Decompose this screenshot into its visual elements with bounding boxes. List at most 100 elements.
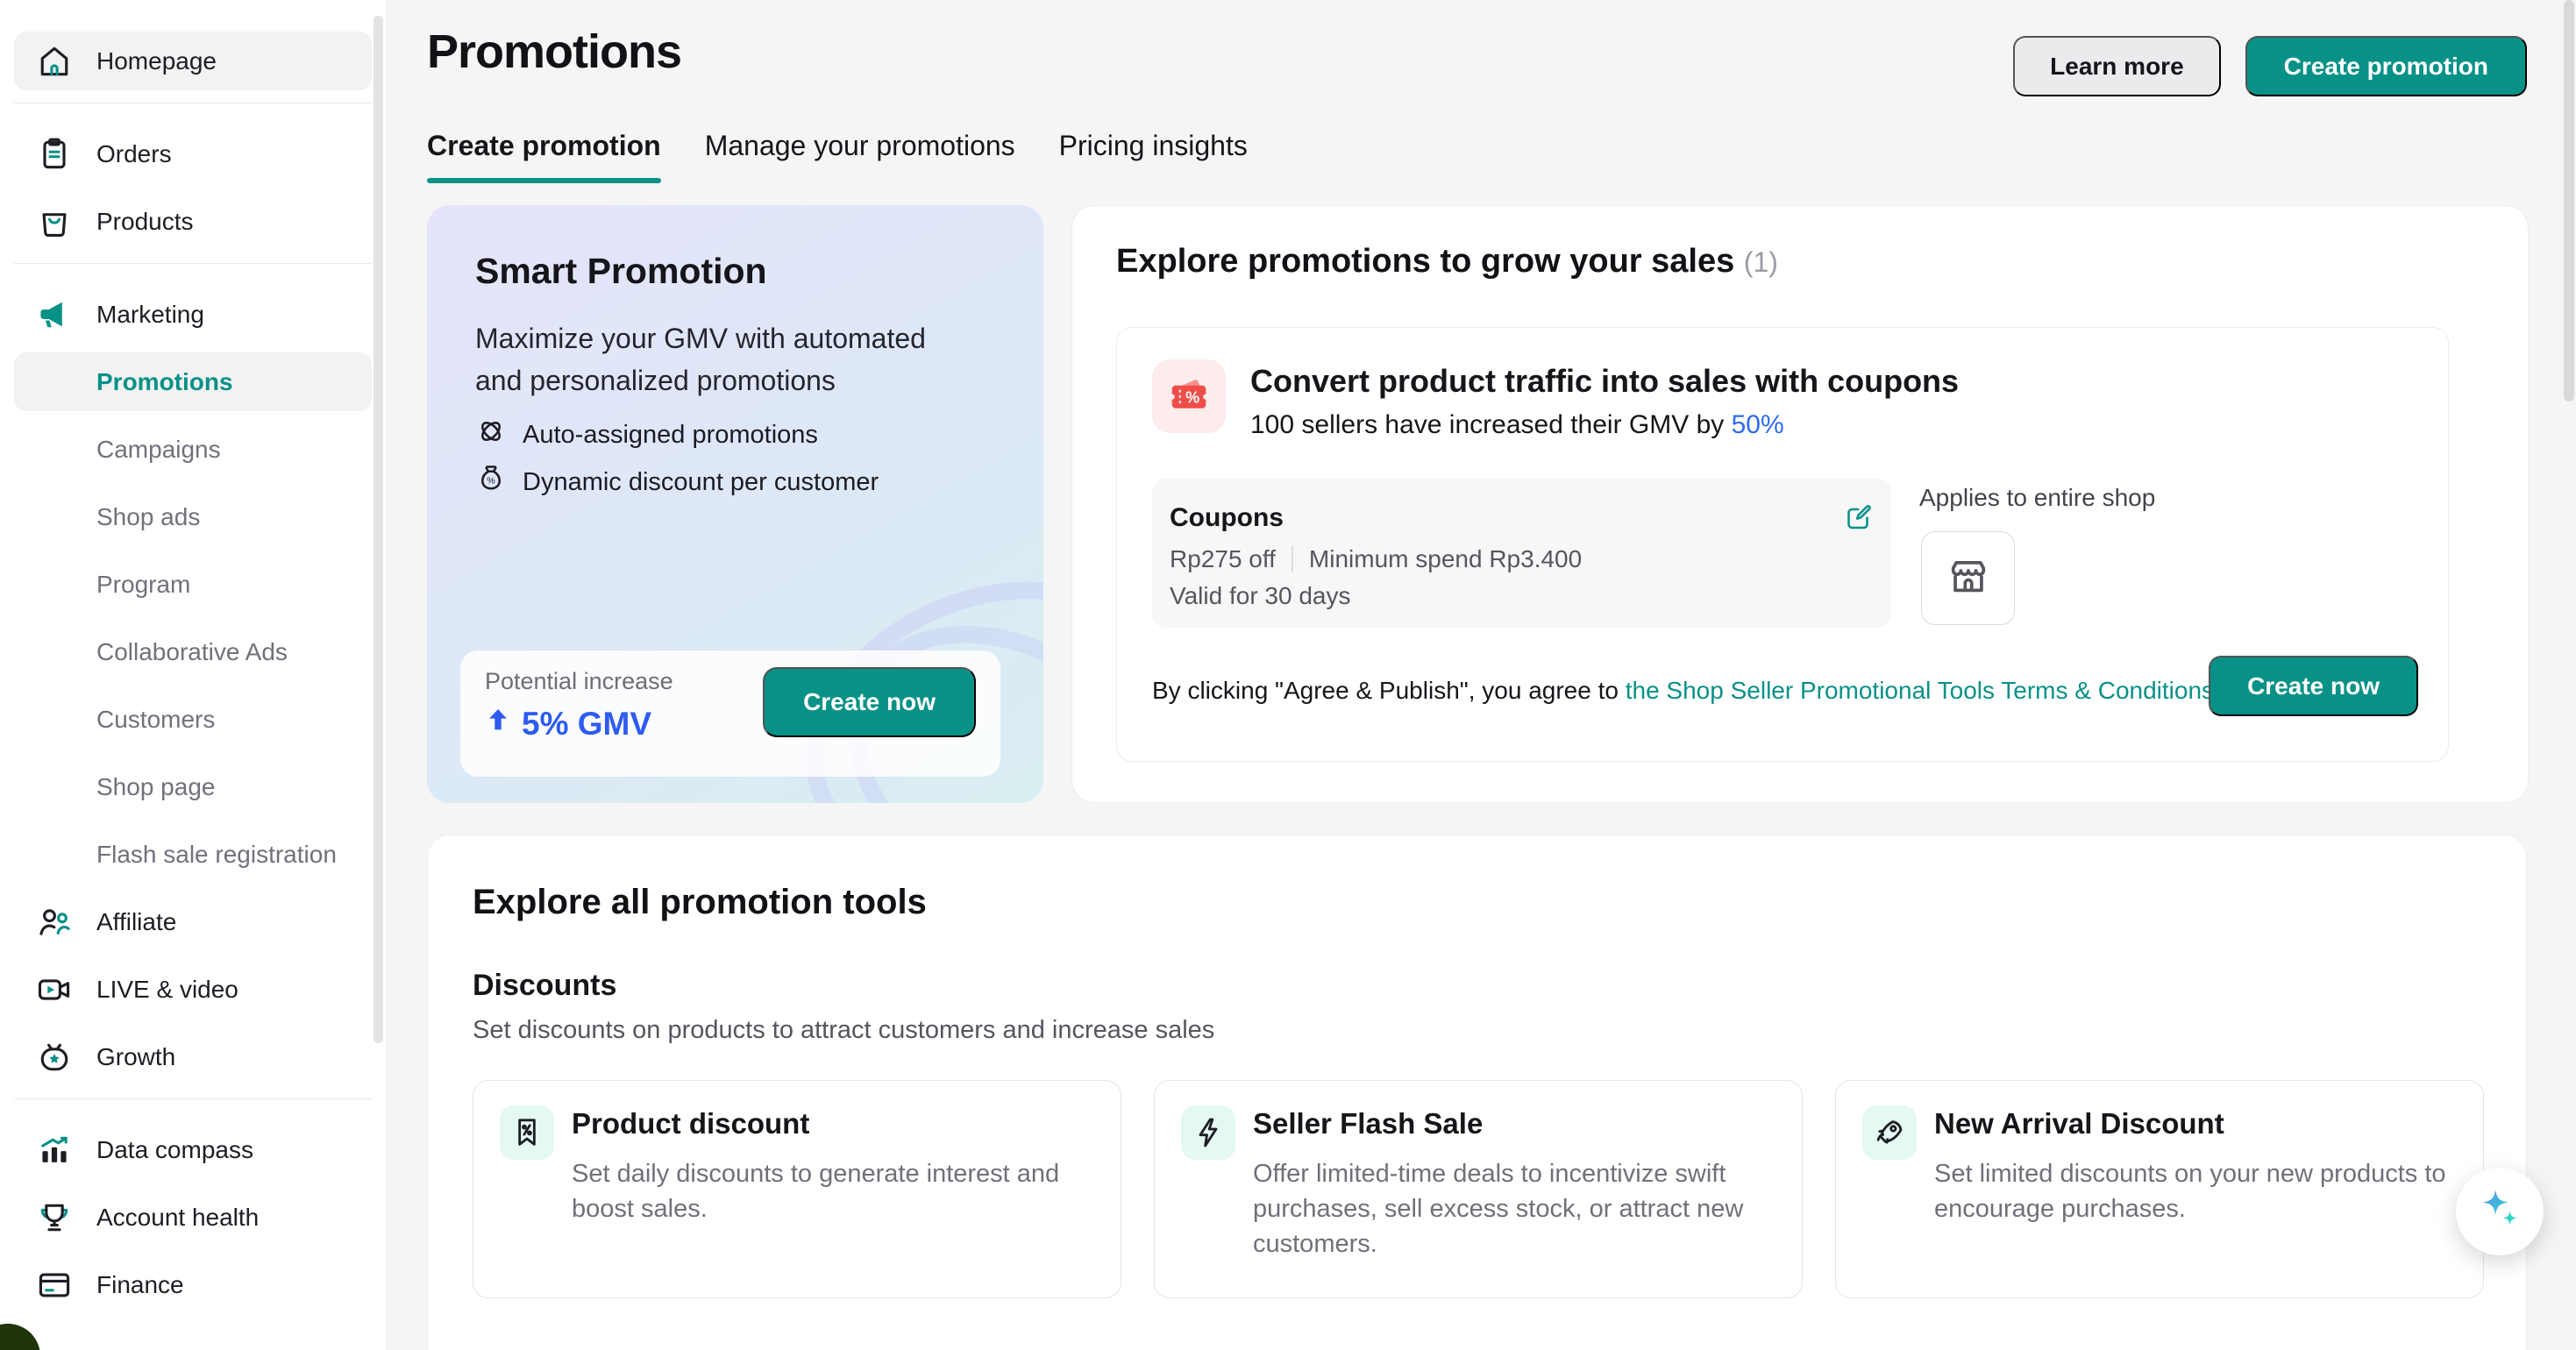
sparkles-icon [2474, 1184, 2525, 1240]
sidebar-item-campaigns[interactable]: Campaigns [14, 420, 372, 479]
sidebar-item-promotions[interactable]: Promotions [14, 352, 372, 411]
feature-label: Dynamic discount per customer [523, 467, 879, 496]
knot-icon [475, 416, 507, 454]
flash-icon [1181, 1105, 1235, 1160]
tab-bar: Create promotion Manage your promotions Pr… [427, 130, 1248, 183]
sidebar-item-products[interactable]: Products [14, 192, 372, 251]
promotion-tools-card: Explore all promotion tools Discounts Se… [427, 835, 2527, 1350]
tool-card-title: Product discount [572, 1107, 810, 1140]
tools-heading: Explore all promotion tools [473, 883, 927, 921]
sidebar: Homepage Orders Products Marketing Promotion… [0, 0, 386, 1350]
tool-card-new-arrival-discount[interactable]: New Arrival Discount Set limited discount… [1835, 1080, 2484, 1298]
sidebar-item-collaborative-ads[interactable]: Collaborative Ads [14, 622, 372, 681]
edit-coupon-icon[interactable] [1842, 501, 1874, 533]
sidebar-item-label: Marketing [96, 300, 204, 328]
agreement-text: By clicking "Agree & Publish", you agree… [1152, 677, 2215, 704]
finance-icon [35, 1266, 74, 1304]
sidebar-item-orders[interactable]: Orders [14, 124, 372, 183]
sidebar-item-account-health[interactable]: Account health [14, 1188, 372, 1247]
tool-card-description: Set daily discounts to generate interest… [572, 1160, 1060, 1223]
sidebar-item-finance[interactable]: Finance [14, 1255, 372, 1314]
tool-card-description: Set limited discounts on your new produc… [1934, 1160, 2446, 1223]
sidebar-divider [14, 263, 372, 264]
feature-auto-assigned-promotions: Auto-assigned promotions [475, 416, 879, 454]
megaphone-icon [35, 295, 74, 334]
sidebar-item-flash-sale-registration[interactable]: Flash sale registration [14, 825, 372, 884]
sidebar-item-label: Affiliate [96, 907, 177, 935]
explore-heading: Explore promotions to grow your sales (1… [1116, 243, 1778, 280]
sidebar-item-label: Products [96, 207, 194, 235]
rocket-icon [1862, 1105, 1917, 1160]
sidebar-item-affiliate[interactable]: Affiliate [14, 892, 372, 951]
tool-card-title: Seller Flash Sale [1253, 1107, 1484, 1140]
tab-manage-your-promotions[interactable]: Manage your promotions [704, 130, 1015, 161]
sidebar-item-label: Shop page [96, 772, 216, 800]
growth-icon [35, 1038, 74, 1076]
coupon-icon: % [1163, 369, 1214, 424]
coupon-min-spend: Minimum spend Rp3.400 [1308, 545, 1583, 572]
sidebar-item-data-compass[interactable]: Data compass [14, 1120, 372, 1179]
sidebar-item-shop-ads[interactable]: Shop ads [14, 487, 372, 546]
tool-card-description: Offer limited-time deals to incentivize … [1253, 1160, 1744, 1258]
tool-card-seller-flash-sale[interactable]: Seller Flash Sale Offer limited-time deal… [1154, 1080, 1803, 1298]
smart-create-now-button[interactable]: Create now [763, 667, 976, 737]
sidebar-divider [14, 1098, 372, 1099]
explore-count: (1) [1743, 246, 1778, 278]
coupon-offer-box: % Convert product traffic into sales wit… [1116, 327, 2449, 762]
products-icon [35, 202, 74, 241]
page-title: Promotions [427, 25, 682, 78]
sidebar-item-program[interactable]: Program [14, 555, 372, 614]
sidebar-item-label: Finance [96, 1270, 184, 1298]
sidebar-item-label: Promotions [96, 367, 233, 395]
tools-group-title: Discounts [473, 969, 617, 1002]
divider [1291, 546, 1293, 572]
health-icon [35, 1198, 74, 1237]
sidebar-item-label: Flash sale registration [96, 840, 337, 868]
main-scrollbar[interactable] [2564, 0, 2574, 401]
sidebar-item-shop-page[interactable]: Shop page [14, 757, 372, 816]
potential-increase-value: 5% GMV [483, 705, 651, 742]
smart-promotion-description: Maximize your GMV with automated and per… [475, 323, 926, 396]
tab-create-promotion[interactable]: Create promotion [427, 130, 661, 183]
sidebar-item-label: Customers [96, 705, 216, 733]
sidebar-item-customers[interactable]: Customers [14, 690, 372, 749]
live-icon [35, 970, 74, 1009]
tool-card-row: Product discount Set daily discounts to g… [473, 1080, 2484, 1298]
gmv-highlight: 50% [1731, 410, 1784, 439]
applies-label: Applies to entire shop [1919, 484, 2156, 511]
coupon-title: Coupons [1170, 503, 1284, 532]
sidebar-item-label: Program [96, 570, 191, 598]
sidebar-scrollbar[interactable] [374, 16, 383, 1043]
sidebar-item-label: Data compass [96, 1135, 253, 1163]
sidebar-item-marketing[interactable]: Marketing [14, 285, 372, 344]
affiliate-icon [35, 903, 74, 941]
coupon-create-now-button[interactable]: Create now [2209, 656, 2418, 716]
smart-promotion-card: Smart Promotion Maximize your GMV with a… [427, 205, 1043, 803]
coupon-summary-box: Coupons Rp275 off Minimum spend Rp3.400 … [1152, 479, 1891, 628]
create-promotion-button[interactable]: Create promotion [2245, 36, 2527, 96]
tab-pricing-insights[interactable]: Pricing insights [1058, 130, 1248, 161]
feature-dynamic-discount-per-customer: % Dynamic discount per customer [475, 463, 879, 501]
storefront-icon [1944, 551, 1993, 605]
potential-increase-label: Potential increase [485, 668, 673, 694]
potential-increase-panel: Potential increase 5% GMV Create now [460, 650, 1000, 777]
sidebar-item-homepage[interactable]: Homepage [14, 32, 372, 90]
sidebar-item-growth[interactable]: Growth [14, 1027, 372, 1086]
explore-promotions-card: Explore promotions to grow your sales (1… [1071, 205, 2529, 803]
header-actions: Learn more Create promotion [2013, 36, 2527, 96]
coupon-discount: Rp275 off [1170, 545, 1276, 572]
learn-more-button[interactable]: Learn more [2013, 36, 2221, 96]
tool-card-product-discount[interactable]: Product discount Set daily discounts to g… [473, 1080, 1121, 1298]
sidebar-item-label: Shop ads [96, 502, 201, 530]
terms-link[interactable]: the Shop Seller Promotional Tools Terms … [1625, 677, 2215, 704]
sidebar-item-label: Account health [96, 1203, 260, 1231]
sidebar-item-label: Homepage [96, 46, 217, 75]
arrow-up-icon [483, 705, 513, 742]
smart-promotion-features: Auto-assigned promotions% Dynamic discoun… [475, 416, 879, 501]
ai-assistant-button[interactable] [2456, 1168, 2544, 1255]
sidebar-item-live-video[interactable]: LIVE & video [14, 960, 372, 1019]
smart-promotion-title: Smart Promotion [475, 251, 767, 291]
orders-icon [35, 135, 74, 174]
moneybag-icon: % [475, 463, 507, 501]
